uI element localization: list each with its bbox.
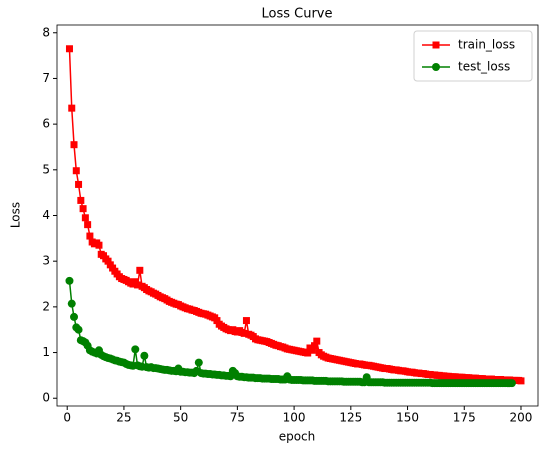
data-point (136, 266, 144, 274)
series-line (68, 48, 522, 382)
y-tick-label: 8 (42, 25, 50, 39)
x-tick-label: 75 (230, 411, 245, 425)
y-tick-label: 4 (42, 208, 50, 222)
plot-frame (56, 24, 539, 407)
data-point (84, 221, 92, 229)
x-tick-label: 50 (173, 411, 188, 425)
data-point (77, 196, 85, 204)
data-point (242, 317, 250, 325)
data-point (308, 346, 316, 354)
y-tick-label: 5 (42, 162, 50, 176)
data-point (81, 214, 89, 222)
data-point (70, 312, 79, 321)
legend-marker (432, 41, 440, 49)
y-tick-label: 3 (42, 254, 50, 268)
x-tick-label: 175 (453, 411, 476, 425)
data-point (313, 337, 321, 345)
data-point (68, 104, 76, 112)
data-point (304, 349, 312, 357)
data-point (79, 205, 87, 213)
data-point (65, 276, 74, 285)
data-point (95, 241, 103, 249)
x-tick-label: 200 (510, 411, 533, 425)
data-point (134, 281, 142, 289)
data-point (140, 351, 149, 360)
y-tick-label: 2 (42, 299, 50, 313)
y-tick-label: 7 (42, 71, 50, 85)
data-point (507, 379, 516, 388)
y-tick-label: 6 (42, 117, 50, 131)
data-point (104, 257, 112, 265)
data-point (517, 377, 525, 385)
legend-marker (432, 63, 440, 71)
legend-label: train_loss (458, 38, 515, 52)
data-point (311, 342, 319, 350)
x-axis-label: epoch (279, 430, 316, 444)
x-tick-label: 0 (63, 411, 71, 425)
data-point (70, 141, 78, 149)
data-point (75, 180, 83, 188)
chart-title: Loss Curve (262, 7, 333, 22)
x-tick-label: 125 (339, 411, 362, 425)
data-point (74, 325, 83, 334)
data-point (67, 299, 76, 308)
x-tick-label: 150 (396, 411, 419, 425)
data-point (213, 317, 221, 325)
y-axis-label: Loss (9, 202, 23, 228)
data-point (65, 45, 73, 53)
y-tick-label: 1 (42, 345, 50, 359)
data-point (86, 232, 94, 240)
legend-label: test_loss (458, 60, 510, 74)
y-tick-label: 0 (42, 391, 50, 405)
x-tick-label: 25 (116, 411, 131, 425)
data-point (194, 358, 203, 367)
legend-box (413, 30, 533, 82)
data-point (131, 345, 140, 354)
data-point (240, 329, 248, 337)
data-point (72, 167, 80, 175)
x-tick-label: 100 (283, 411, 306, 425)
